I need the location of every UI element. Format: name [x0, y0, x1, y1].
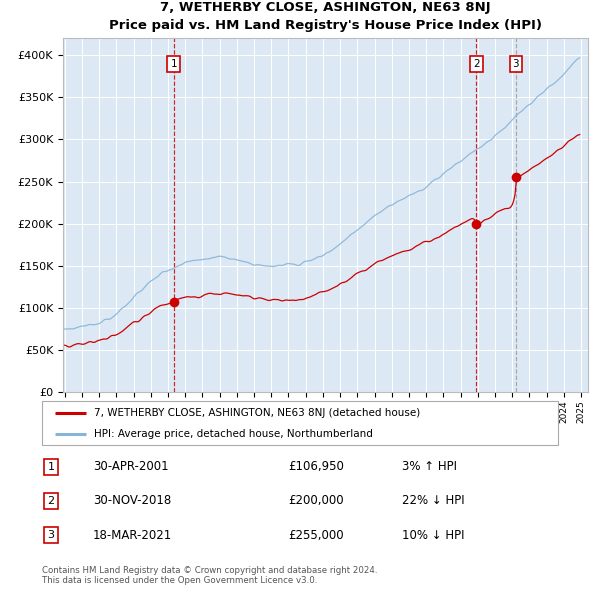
Text: 2: 2 [473, 58, 480, 68]
Text: 1: 1 [170, 58, 177, 68]
Text: 22% ↓ HPI: 22% ↓ HPI [402, 494, 464, 507]
Text: 30-APR-2001: 30-APR-2001 [93, 460, 169, 473]
FancyBboxPatch shape [42, 401, 558, 445]
Text: 30-NOV-2018: 30-NOV-2018 [93, 494, 171, 507]
Text: £255,000: £255,000 [288, 529, 344, 542]
Text: £200,000: £200,000 [288, 494, 344, 507]
Text: 7, WETHERBY CLOSE, ASHINGTON, NE63 8NJ (detached house): 7, WETHERBY CLOSE, ASHINGTON, NE63 8NJ (… [94, 408, 420, 418]
Text: 18-MAR-2021: 18-MAR-2021 [93, 529, 172, 542]
Text: Contains HM Land Registry data © Crown copyright and database right 2024.
This d: Contains HM Land Registry data © Crown c… [42, 566, 377, 585]
Text: 3: 3 [47, 530, 55, 540]
Text: £106,950: £106,950 [288, 460, 344, 473]
Text: 10% ↓ HPI: 10% ↓ HPI [402, 529, 464, 542]
Text: 2: 2 [47, 496, 55, 506]
Text: 3% ↑ HPI: 3% ↑ HPI [402, 460, 457, 473]
Text: 3: 3 [512, 58, 519, 68]
Title: 7, WETHERBY CLOSE, ASHINGTON, NE63 8NJ
Price paid vs. HM Land Registry's House P: 7, WETHERBY CLOSE, ASHINGTON, NE63 8NJ P… [109, 1, 542, 32]
Text: 1: 1 [47, 462, 55, 471]
Text: HPI: Average price, detached house, Northumberland: HPI: Average price, detached house, Nort… [94, 429, 373, 439]
